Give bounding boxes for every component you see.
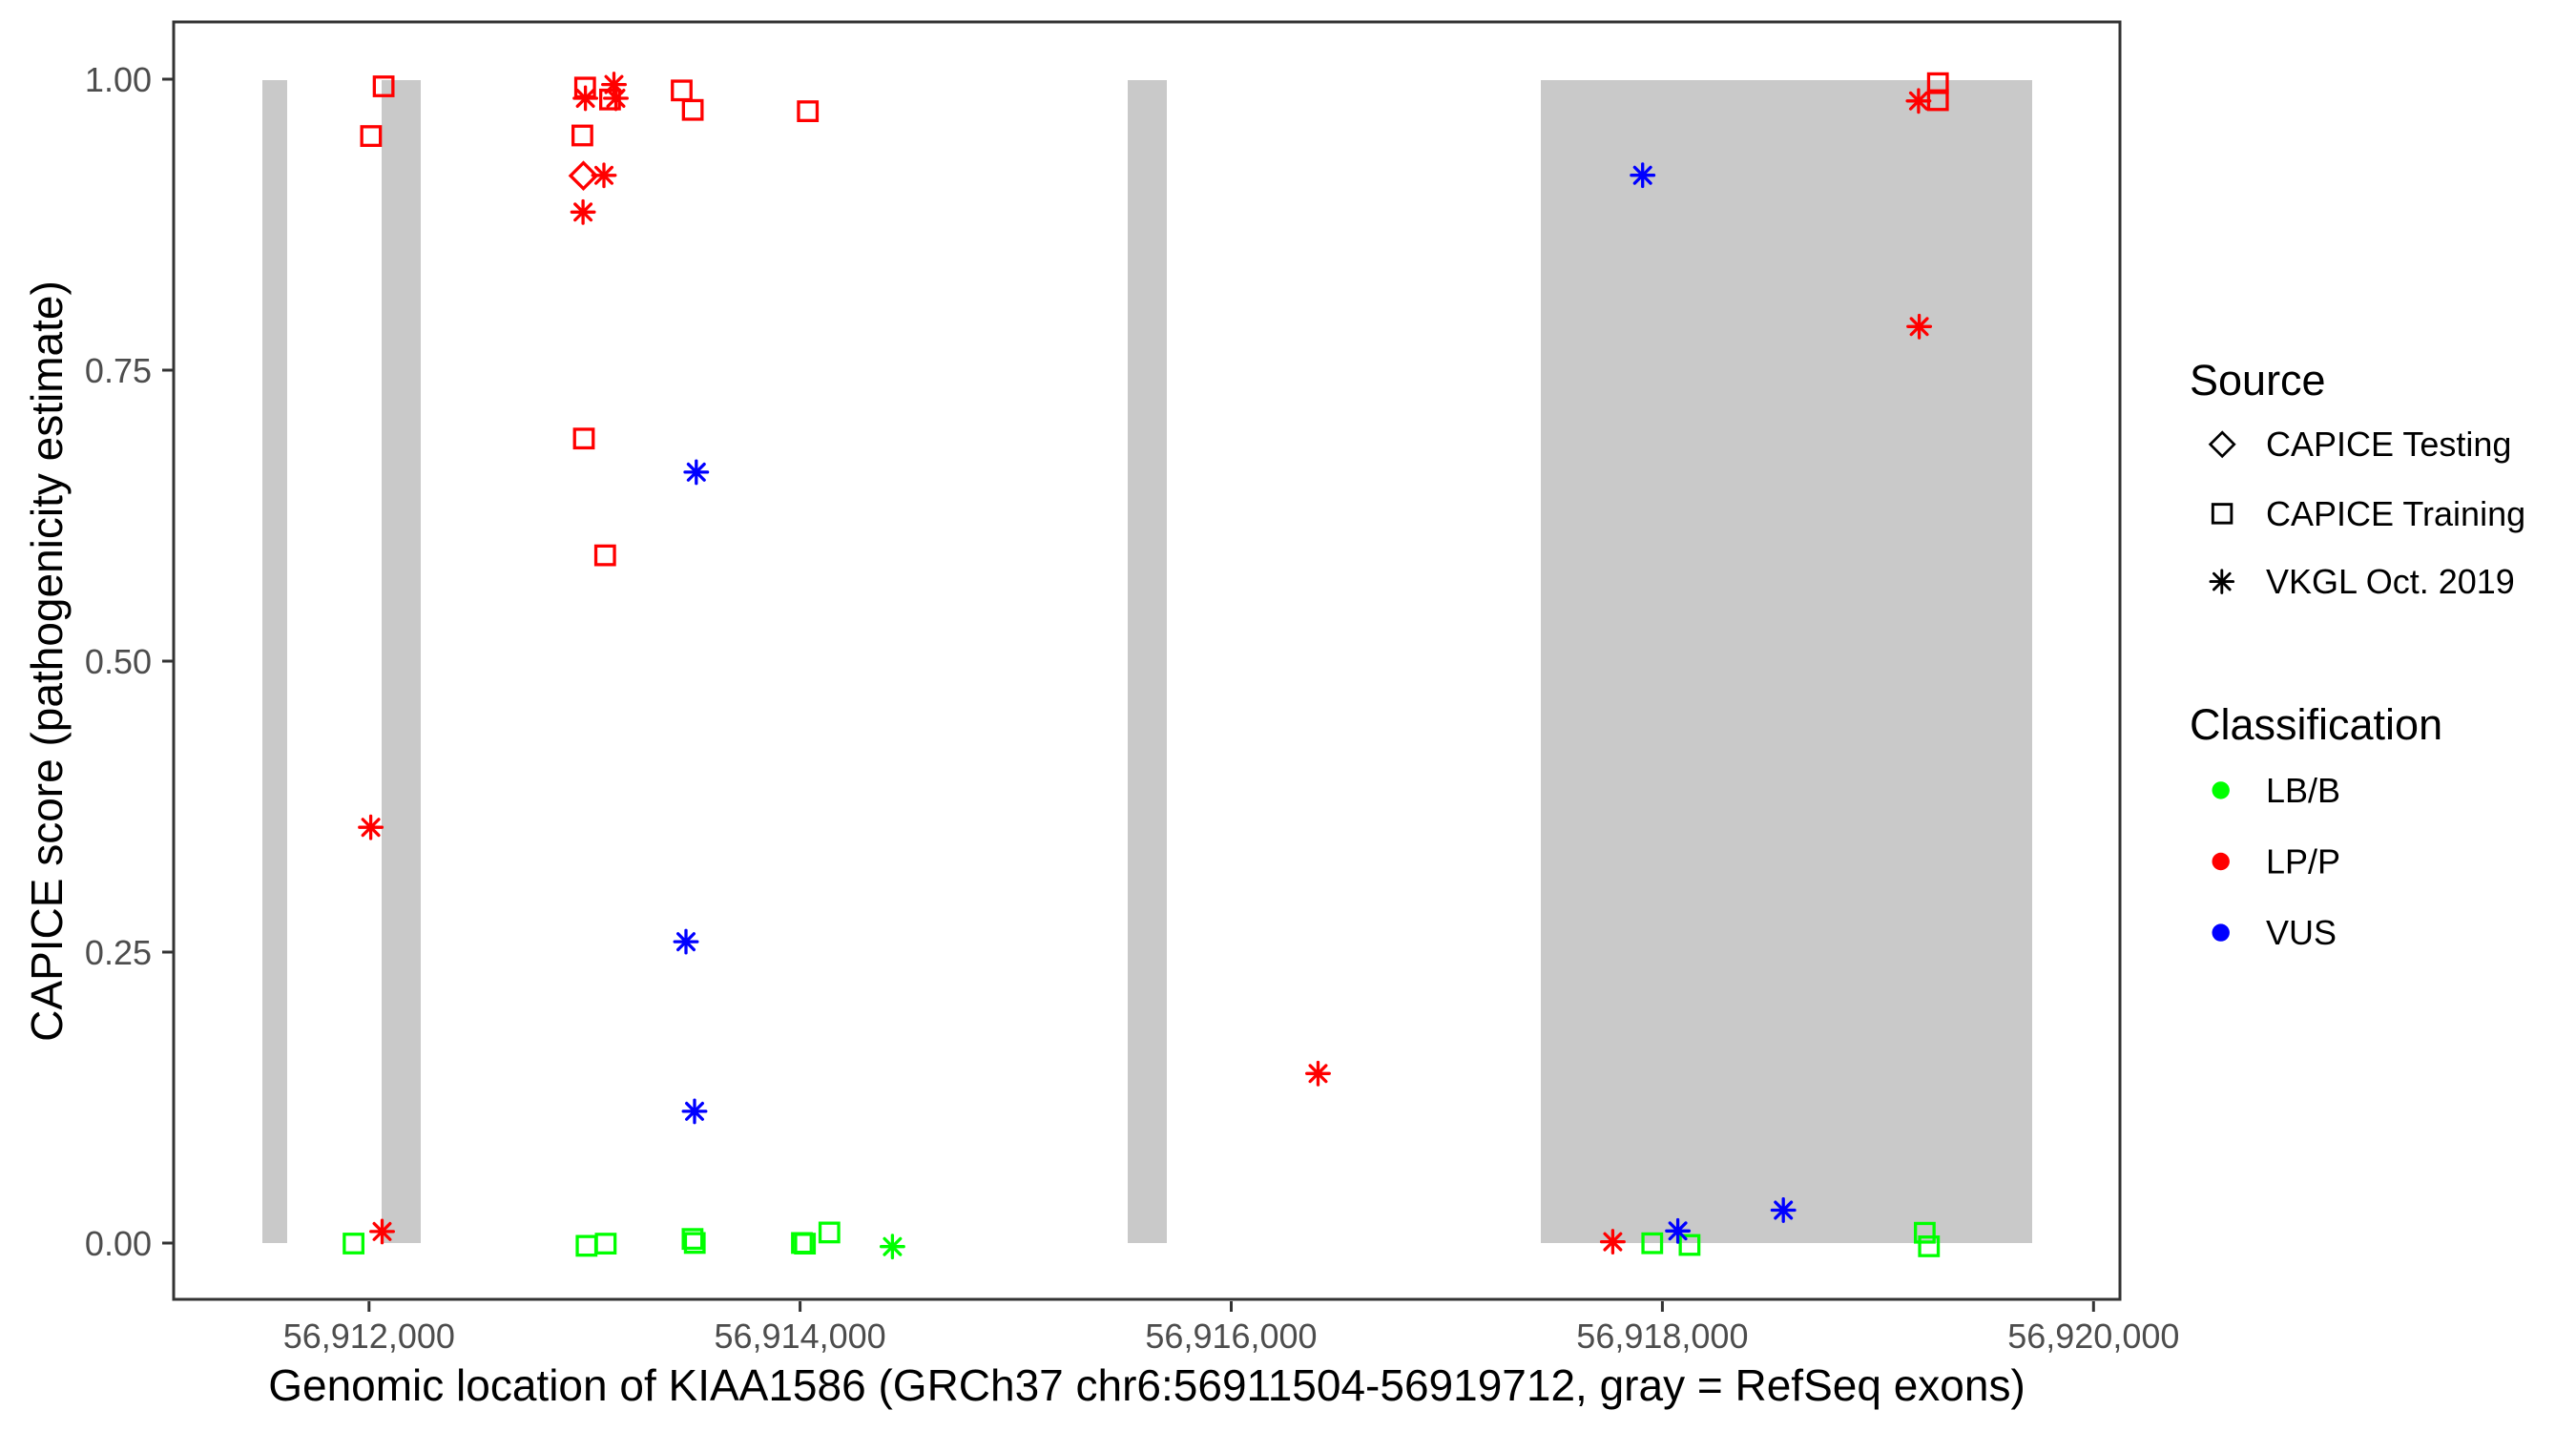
svg-text:CAPICE Testing: CAPICE Testing [2266,425,2511,464]
svg-text:56,920,000: 56,920,000 [2007,1317,2179,1356]
svg-text:56,918,000: 56,918,000 [1576,1317,1748,1356]
svg-text:VKGL Oct. 2019: VKGL Oct. 2019 [2266,562,2515,601]
svg-text:0.25: 0.25 [85,933,152,972]
svg-text:1.00: 1.00 [85,60,152,99]
svg-text:0.00: 0.00 [85,1224,152,1263]
svg-text:Genomic location of KIAA1586 (: Genomic location of KIAA1586 (GRCh37 chr… [268,1360,2025,1410]
svg-text:LP/P: LP/P [2266,841,2340,881]
svg-text:0.50: 0.50 [85,642,152,681]
svg-text:Classification: Classification [2190,700,2442,749]
svg-text:0.75: 0.75 [85,351,152,390]
svg-text:CAPICE score (pathogenicity es: CAPICE score (pathogenicity estimate) [22,280,72,1042]
svg-text:LB/B: LB/B [2266,771,2340,810]
svg-text:CAPICE Training: CAPICE Training [2266,494,2525,533]
svg-text:Source: Source [2190,356,2326,404]
svg-text:56,916,000: 56,916,000 [1145,1317,1317,1356]
svg-text:56,912,000: 56,912,000 [283,1317,455,1356]
svg-text:56,914,000: 56,914,000 [715,1317,886,1356]
svg-text:VUS: VUS [2266,913,2337,952]
